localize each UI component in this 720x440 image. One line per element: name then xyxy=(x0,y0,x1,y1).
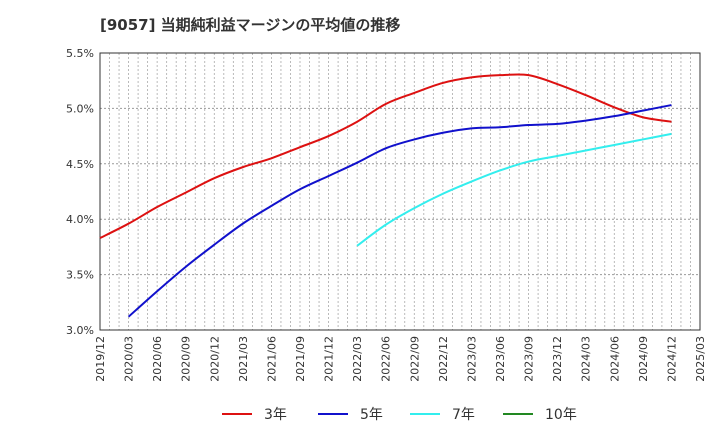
y-tick-label: 5.0% xyxy=(66,102,94,115)
legend-label-0: 3年 xyxy=(264,407,287,423)
x-tick-label: 2022/06 xyxy=(380,336,393,382)
x-tick-label: 2020/09 xyxy=(180,336,193,382)
x-tick-label: 2024/12 xyxy=(665,336,678,382)
x-tick-label: 2020/03 xyxy=(123,336,136,382)
y-tick-label: 3.5% xyxy=(66,269,94,282)
y-tick-label: 4.5% xyxy=(66,158,94,171)
x-tick-label: 2024/06 xyxy=(608,336,621,382)
legend-label-3: 10年 xyxy=(545,407,577,423)
y-tick-label: 3.0% xyxy=(66,324,94,337)
x-tick-label: 2023/09 xyxy=(523,336,536,382)
y-tick-label: 4.0% xyxy=(66,213,94,226)
x-tick-label: 2020/12 xyxy=(208,336,221,382)
series-line-2 xyxy=(356,132,672,247)
x-tick-label: 2021/09 xyxy=(294,336,307,382)
series-lines xyxy=(99,73,672,318)
series-line-1 xyxy=(127,104,672,318)
x-tick-label: 2021/03 xyxy=(237,336,250,382)
x-tick-label: 2021/06 xyxy=(265,336,278,382)
plot-area-border xyxy=(99,52,701,331)
x-tick-label: 2023/03 xyxy=(465,336,478,382)
x-axis-ticks: 2019/12 2020/03 2020/06 2020/09 2020/12 2021/… xyxy=(94,336,707,382)
x-tick-label: 2022/12 xyxy=(437,336,450,382)
x-tick-label: 2023/12 xyxy=(551,336,564,382)
legend: 3年 5年 7年 10年 xyxy=(222,407,577,423)
legend-label-2: 7年 xyxy=(452,407,475,423)
x-tick-label: 2024/03 xyxy=(580,336,593,382)
y-tick-label: 5.5% xyxy=(66,47,94,60)
x-tick-label: 2022/09 xyxy=(408,336,421,382)
legend-label-1: 5年 xyxy=(360,407,383,423)
x-tick-label: 2024/09 xyxy=(637,336,650,382)
series-line-0 xyxy=(99,73,672,239)
chart-title: [9057] 当期純利益マージンの平均値の推移 xyxy=(100,16,400,34)
x-tick-label: 2021/12 xyxy=(323,336,336,382)
x-tick-label: 2022/03 xyxy=(351,336,364,382)
y-axis-ticks: 3.0% 3.5% 4.0% 4.5% 5.0% 5.5% xyxy=(66,47,94,337)
x-tick-label: 2019/12 xyxy=(94,336,107,382)
x-tick-label: 2025/03 xyxy=(694,336,707,382)
x-tick-label: 2023/06 xyxy=(494,336,507,382)
x-tick-label: 2020/06 xyxy=(151,336,164,382)
